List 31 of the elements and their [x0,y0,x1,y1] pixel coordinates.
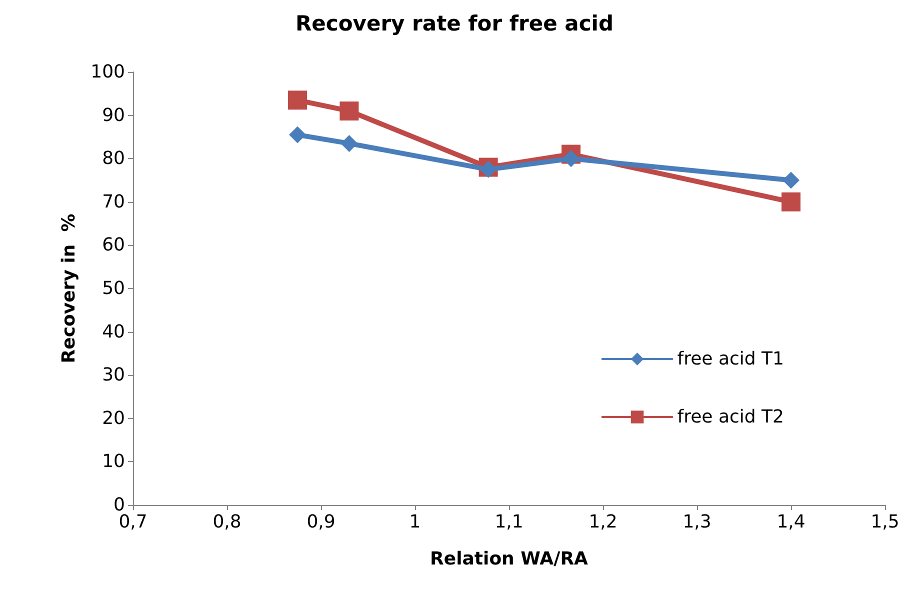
x-tick-label: 1,2 [588,512,618,532]
y-tick-label: 80 [102,148,125,170]
point [340,134,358,152]
x-tick-label: 1,4 [776,512,806,532]
y-tick-label: 50 [102,278,125,299]
x-tick-label: 1,5 [870,512,900,532]
y-tick-label: 10 [102,451,125,472]
x-tick-label: 0,8 [212,512,242,532]
y-tick-label: 40 [102,321,125,342]
x-axis-title: Relation WA/RA [430,548,588,570]
x-tick-label: 0,9 [306,512,336,532]
point [340,101,359,120]
y-tick-label: 100 [90,62,125,82]
legend-label: free acid T1 [677,348,784,370]
x-tick-label: 1,1 [494,512,524,532]
point [562,150,580,168]
point [289,126,306,144]
point [782,192,800,212]
point [782,172,800,189]
point [288,90,307,110]
x-tick-label: 1 [409,512,421,532]
y-tick-label: 70 [102,191,125,212]
y-tick-label: 30 [102,364,125,386]
x-tick-label: 1,3 [682,512,712,532]
legend-label: free acid T2 [677,406,784,428]
chart-title: Recovery rate for free acid [295,12,614,36]
y-tick-label: 60 [102,234,125,256]
y-tick-label: 90 [102,104,125,126]
y-tick-label: 20 [102,408,125,429]
y-axis-title: Recovery in % [58,214,80,364]
point [480,160,497,178]
